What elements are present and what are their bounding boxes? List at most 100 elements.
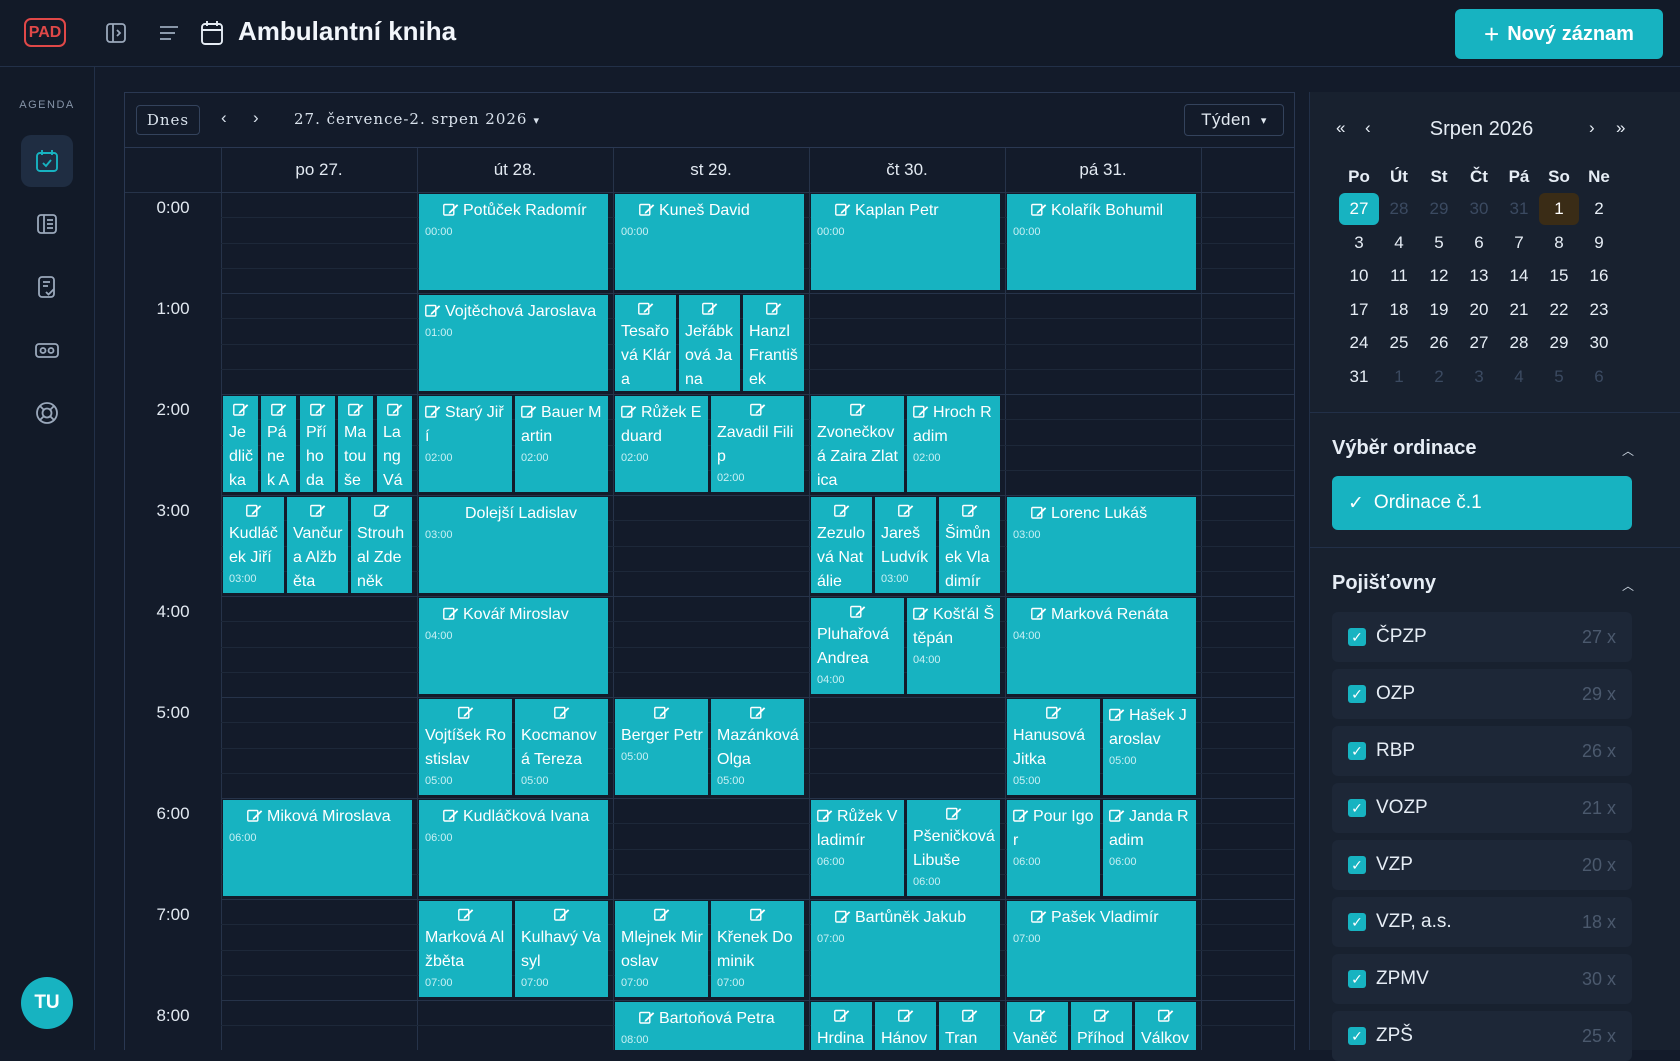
office-option[interactable]: ✓ Ordinace č.1 (1332, 476, 1632, 530)
mini-calendar-day[interactable]: 18 (1389, 299, 1409, 319)
appointment-event[interactable]: Růžek Vladimír 06:00 (811, 800, 904, 896)
mini-calendar-day[interactable]: 6 (1474, 232, 1484, 252)
mini-calendar-day[interactable]: 3 (1354, 232, 1364, 252)
appointment-event[interactable]: Kovář Miroslav 04:00 (419, 598, 608, 694)
appointment-event[interactable]: Jareš Ludvík 03:00 (875, 497, 936, 593)
mini-calendar-day[interactable]: 23 (1589, 299, 1609, 319)
insurer-filter-row[interactable]: ✓ OZP 29 x (1332, 669, 1632, 719)
appointment-event[interactable]: Pánek Antonín02:00 (261, 396, 296, 492)
next-week-button[interactable]: › (253, 108, 259, 127)
mini-calendar-day[interactable]: 22 (1549, 299, 1569, 319)
mini-calendar-day[interactable]: 28 (1509, 333, 1529, 352)
appointment-event[interactable]: Zavadil Filip 02:00 (711, 396, 804, 492)
user-avatar[interactable]: TU (21, 977, 73, 1029)
appointment-event[interactable]: Hrdina08:00 (811, 1002, 872, 1050)
mini-calendar-day[interactable]: 2 (1434, 366, 1444, 386)
mini-calendar-day[interactable]: 29 (1429, 199, 1449, 218)
appointment-event[interactable]: Kaplan Petr 00:00 (811, 194, 1000, 290)
date-range-picker[interactable]: 27. července-2. srpen 2026 ▾ (294, 110, 540, 128)
checkbox-checked-icon[interactable]: ✓ (1348, 856, 1366, 874)
appointment-event[interactable]: Pašek Vladimír 07:00 (1007, 901, 1196, 997)
mini-calendar-day[interactable]: 17 (1349, 299, 1369, 319)
appointment-event[interactable]: Jedlička Viktor02:00 (223, 396, 258, 492)
appointment-event[interactable]: Zvonečková Zaira Zlatica02:00 (811, 396, 904, 492)
mini-calendar-day[interactable]: 4 (1514, 366, 1524, 386)
chevron-up-icon[interactable]: ︿ (1622, 579, 1635, 593)
mini-calendar-day[interactable]: 24 (1349, 333, 1369, 352)
insurer-filter-row[interactable]: ✓ ZPŠ 25 x (1332, 1011, 1632, 1061)
appointment-event[interactable]: Dolejší Ladislav 03:00 (419, 497, 608, 593)
appointment-event[interactable]: Hroch Radim 02:00 (907, 396, 1000, 492)
view-select[interactable]: Týden ▾ (1184, 104, 1284, 136)
appointment-event[interactable]: Bauer Martin 02:00 (515, 396, 608, 492)
mini-calendar-day[interactable]: 28 (1389, 199, 1409, 218)
prev-week-button[interactable]: ‹ (221, 108, 227, 127)
app-logo[interactable]: PAD (24, 18, 66, 47)
mini-calendar-day[interactable]: 10 (1349, 266, 1369, 285)
mini-calendar-day[interactable]: 27 (1339, 193, 1379, 225)
appointment-event[interactable]: Matoušek Růžena02:00 (338, 396, 373, 492)
appointment-event[interactable]: Lorenc Lukáš 03:00 (1007, 497, 1196, 593)
appointment-event[interactable]: Hánová08:00 (875, 1002, 936, 1050)
mini-calendar-day[interactable]: 5 (1554, 366, 1564, 386)
appointment-event[interactable]: Kudláček Jiří 03:00 (223, 497, 284, 593)
appointment-event[interactable]: Pšeničková Libuše 06:00 (907, 800, 1000, 896)
mini-calendar-day[interactable]: 30 (1589, 333, 1609, 352)
appointment-event[interactable]: Kuneš David 00:00 (615, 194, 804, 290)
insurer-filter-row[interactable]: ✓ VZP 20 x (1332, 840, 1632, 890)
mini-calendar-day[interactable]: 4 (1394, 232, 1404, 252)
mini-calendar-day[interactable]: 31 (1509, 199, 1529, 218)
appointment-event[interactable]: Vančura Alžběta03:00 (287, 497, 348, 593)
appointment-event[interactable]: Tesařová Klára01:00 (615, 295, 676, 391)
toggle-sidebar-icon[interactable] (105, 22, 127, 49)
today-button[interactable]: Dnes (136, 105, 200, 135)
appointment-event[interactable]: Kudláčková Ivana 06:00 (419, 800, 608, 896)
appointment-event[interactable]: Příhoda Adam02:00 (300, 396, 335, 492)
next-year-button[interactable]: » (1616, 118, 1626, 137)
appointment-event[interactable]: Marková Alžběta 07:00 (419, 901, 512, 997)
appointment-event[interactable]: Jeřábková Jana01:00 (679, 295, 740, 391)
insurer-filter-row[interactable]: ✓ VOZP 21 x (1332, 783, 1632, 833)
appointment-event[interactable]: Bartůněk Jakub 07:00 (811, 901, 1000, 997)
mini-calendar-day[interactable]: 27 (1469, 333, 1489, 352)
appointment-event[interactable]: Janda Radim 06:00 (1103, 800, 1196, 896)
appointment-event[interactable]: Košťál Štěpán 04:00 (907, 598, 1000, 694)
mini-calendar-day[interactable]: 6 (1594, 366, 1604, 386)
mini-calendar-day[interactable]: 14 (1509, 266, 1529, 285)
mini-calendar-day[interactable]: 13 (1469, 266, 1489, 285)
appointment-event[interactable]: Příhoda08:00 (1071, 1002, 1132, 1050)
mini-calendar-day[interactable]: 26 (1429, 333, 1449, 352)
appointment-event[interactable]: Mlejnek Miroslav 07:00 (615, 901, 708, 997)
appointment-event[interactable]: Šimůnek Vladimír03:00 (939, 497, 1000, 593)
mini-calendar-day[interactable]: 21 (1509, 299, 1529, 319)
checkbox-checked-icon[interactable]: ✓ (1348, 970, 1366, 988)
mini-calendar-day[interactable]: 8 (1554, 232, 1564, 252)
appointment-event[interactable]: Růžek Eduard 02:00 (615, 396, 708, 492)
mini-calendar-day[interactable]: 9 (1594, 232, 1604, 252)
appointment-event[interactable]: Křenek Dominik 07:00 (711, 901, 804, 997)
insurer-filter-row[interactable]: ✓ VZP, a.s. 18 x (1332, 897, 1632, 947)
appointment-event[interactable]: Mazánková Olga 05:00 (711, 699, 804, 795)
prev-month-button[interactable]: ‹ (1365, 118, 1371, 137)
mini-calendar-day[interactable]: 20 (1469, 299, 1489, 319)
appointment-event[interactable]: Berger Petr 05:00 (615, 699, 708, 795)
appointment-event[interactable]: Hanusová Jitka 05:00 (1007, 699, 1100, 795)
appointment-event[interactable]: Tran08:00 (939, 1002, 1000, 1050)
mini-calendar-day[interactable]: 7 (1514, 232, 1524, 252)
appointment-event[interactable]: Hanzl František01:00 (743, 295, 804, 391)
appointment-event[interactable]: Strouhal Zdeněk03:00 (351, 497, 412, 593)
checkbox-checked-icon[interactable]: ✓ (1348, 628, 1366, 646)
mini-calendar-day[interactable]: 12 (1429, 266, 1449, 285)
mini-calendar-day[interactable]: 29 (1549, 333, 1569, 352)
appointment-event[interactable]: Kolařík Bohumil 00:00 (1007, 194, 1196, 290)
checkbox-checked-icon[interactable]: ✓ (1348, 742, 1366, 760)
insurer-filter-row[interactable]: ✓ ČPZP 27 x (1332, 612, 1632, 662)
mini-calendar-day[interactable]: 19 (1429, 299, 1449, 319)
chevron-up-icon[interactable]: ︿ (1622, 444, 1635, 458)
appointment-event[interactable]: Vojtěchová Jaroslava 01:00 (419, 295, 608, 391)
appointment-event[interactable]: Válková08:00 (1135, 1002, 1196, 1050)
checkbox-checked-icon[interactable]: ✓ (1348, 799, 1366, 817)
insurer-filter-row[interactable]: ✓ ZPMV 30 x (1332, 954, 1632, 1004)
mini-calendar-day[interactable]: 25 (1389, 333, 1409, 352)
appointment-event[interactable]: Vaněček08:00 (1007, 1002, 1068, 1050)
